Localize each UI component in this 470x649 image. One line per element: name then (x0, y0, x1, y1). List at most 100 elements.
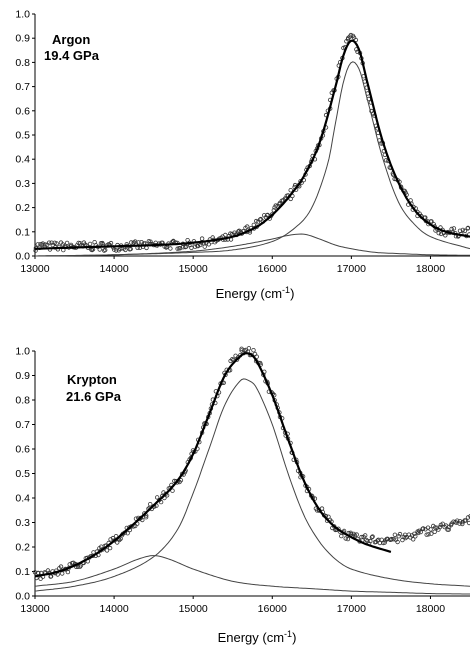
data-point (236, 229, 241, 234)
y-tick-label: 0.0 (15, 591, 30, 603)
data-point (128, 240, 134, 245)
data-point (392, 532, 398, 537)
data-point (363, 533, 368, 538)
y-tick-label: 0.4 (15, 493, 30, 505)
x-tick-label: 15000 (179, 263, 208, 275)
y-tick-label: 0.3 (15, 178, 30, 190)
y-tick-label: 0.7 (15, 81, 30, 93)
data-point (123, 247, 128, 253)
data-point (65, 569, 71, 575)
data-point (440, 521, 445, 526)
data-point (466, 520, 470, 526)
data-point (140, 517, 145, 523)
data-point (433, 525, 438, 530)
data-point (462, 228, 468, 234)
data-point (206, 242, 211, 247)
data-point (136, 240, 141, 245)
data-point (389, 536, 394, 542)
y-tick-label: 0.4 (15, 154, 30, 166)
data-point (143, 515, 149, 520)
data-point (117, 537, 122, 543)
data-point (158, 499, 164, 505)
data-point (463, 518, 468, 523)
data-point (67, 562, 72, 567)
data-point (451, 226, 457, 231)
y-tick-label: 0.3 (15, 517, 30, 529)
data-point (104, 548, 110, 553)
data-point (113, 248, 119, 253)
panel-annotation-line2: 19.4 GPa (44, 48, 100, 63)
y-tick-label: 0.0 (15, 251, 30, 263)
data-point (395, 539, 400, 545)
data-point (438, 231, 444, 237)
y-tick-label: 1.0 (15, 346, 30, 358)
data-point (108, 537, 113, 542)
data-point (199, 236, 205, 241)
data-point (38, 576, 43, 581)
data-point (255, 219, 261, 225)
data-point (154, 495, 160, 500)
data-point (345, 536, 351, 542)
data-point (354, 532, 359, 537)
data-point (139, 239, 144, 245)
data-point (244, 224, 250, 229)
data-point (421, 526, 426, 531)
data-point (118, 536, 123, 541)
data-point (148, 239, 153, 244)
y-tick-label: 0.1 (15, 226, 30, 238)
data-point (369, 535, 375, 540)
krypton-panel: 0.0 0.1 0.2 0.3 0.4 0.5 0.6 0.7 0.8 0.9 1.0 13000 14… (15, 346, 470, 645)
data-point (163, 245, 169, 250)
data-point (424, 532, 429, 537)
data-point (429, 531, 434, 536)
data-point (370, 534, 375, 539)
data-point (60, 571, 65, 576)
data-point (416, 530, 421, 536)
data-point (288, 187, 293, 193)
data-point (54, 241, 59, 246)
data-point (64, 240, 70, 246)
data-point (197, 242, 203, 248)
y-tick-label: 0.5 (15, 130, 30, 142)
data-point (348, 32, 354, 38)
data-point (49, 240, 54, 245)
data-point (436, 230, 441, 236)
data-point (426, 532, 431, 537)
axes: 0.0 0.1 0.2 0.3 0.4 0.5 0.6 0.7 0.8 0.9 1.0 13000 14… (15, 346, 470, 615)
panel-annotation-line2: 21.6 GPa (66, 389, 122, 404)
data-point (35, 242, 40, 247)
y-tick-label: 0.1 (15, 566, 30, 578)
x-tick-label: 18000 (416, 263, 445, 275)
data-point (125, 531, 130, 536)
data-point (391, 537, 396, 542)
x-tick-label: 16000 (258, 603, 287, 615)
data-point (45, 568, 51, 573)
data-point (343, 536, 348, 541)
data-point (114, 540, 120, 545)
data-point (449, 226, 454, 232)
x-tick-label: 13000 (20, 263, 49, 275)
data-point (107, 545, 113, 551)
data-point (397, 531, 403, 537)
data-point (128, 246, 133, 252)
data-point (460, 521, 465, 527)
argon-panel: 0.0 0.1 0.2 0.3 0.4 0.5 0.6 0.7 0.8 0.9 1.0 13000 14… (15, 9, 470, 301)
data-point (382, 540, 387, 545)
data-point (102, 247, 108, 253)
data-point (168, 246, 173, 251)
fit-component-line (35, 233, 470, 257)
data-point (202, 244, 207, 249)
data-point (364, 537, 369, 543)
data-point (58, 564, 64, 569)
data-point (195, 243, 201, 249)
data-point (43, 242, 48, 247)
data-point (239, 348, 244, 353)
y-tick-label: 0.6 (15, 105, 30, 117)
data-point (251, 348, 256, 353)
data-point (170, 488, 175, 493)
data-point (457, 519, 463, 524)
y-tick-label: 0.5 (15, 468, 30, 480)
data-point (40, 241, 45, 246)
data-point (46, 240, 52, 245)
data-point (429, 219, 434, 224)
